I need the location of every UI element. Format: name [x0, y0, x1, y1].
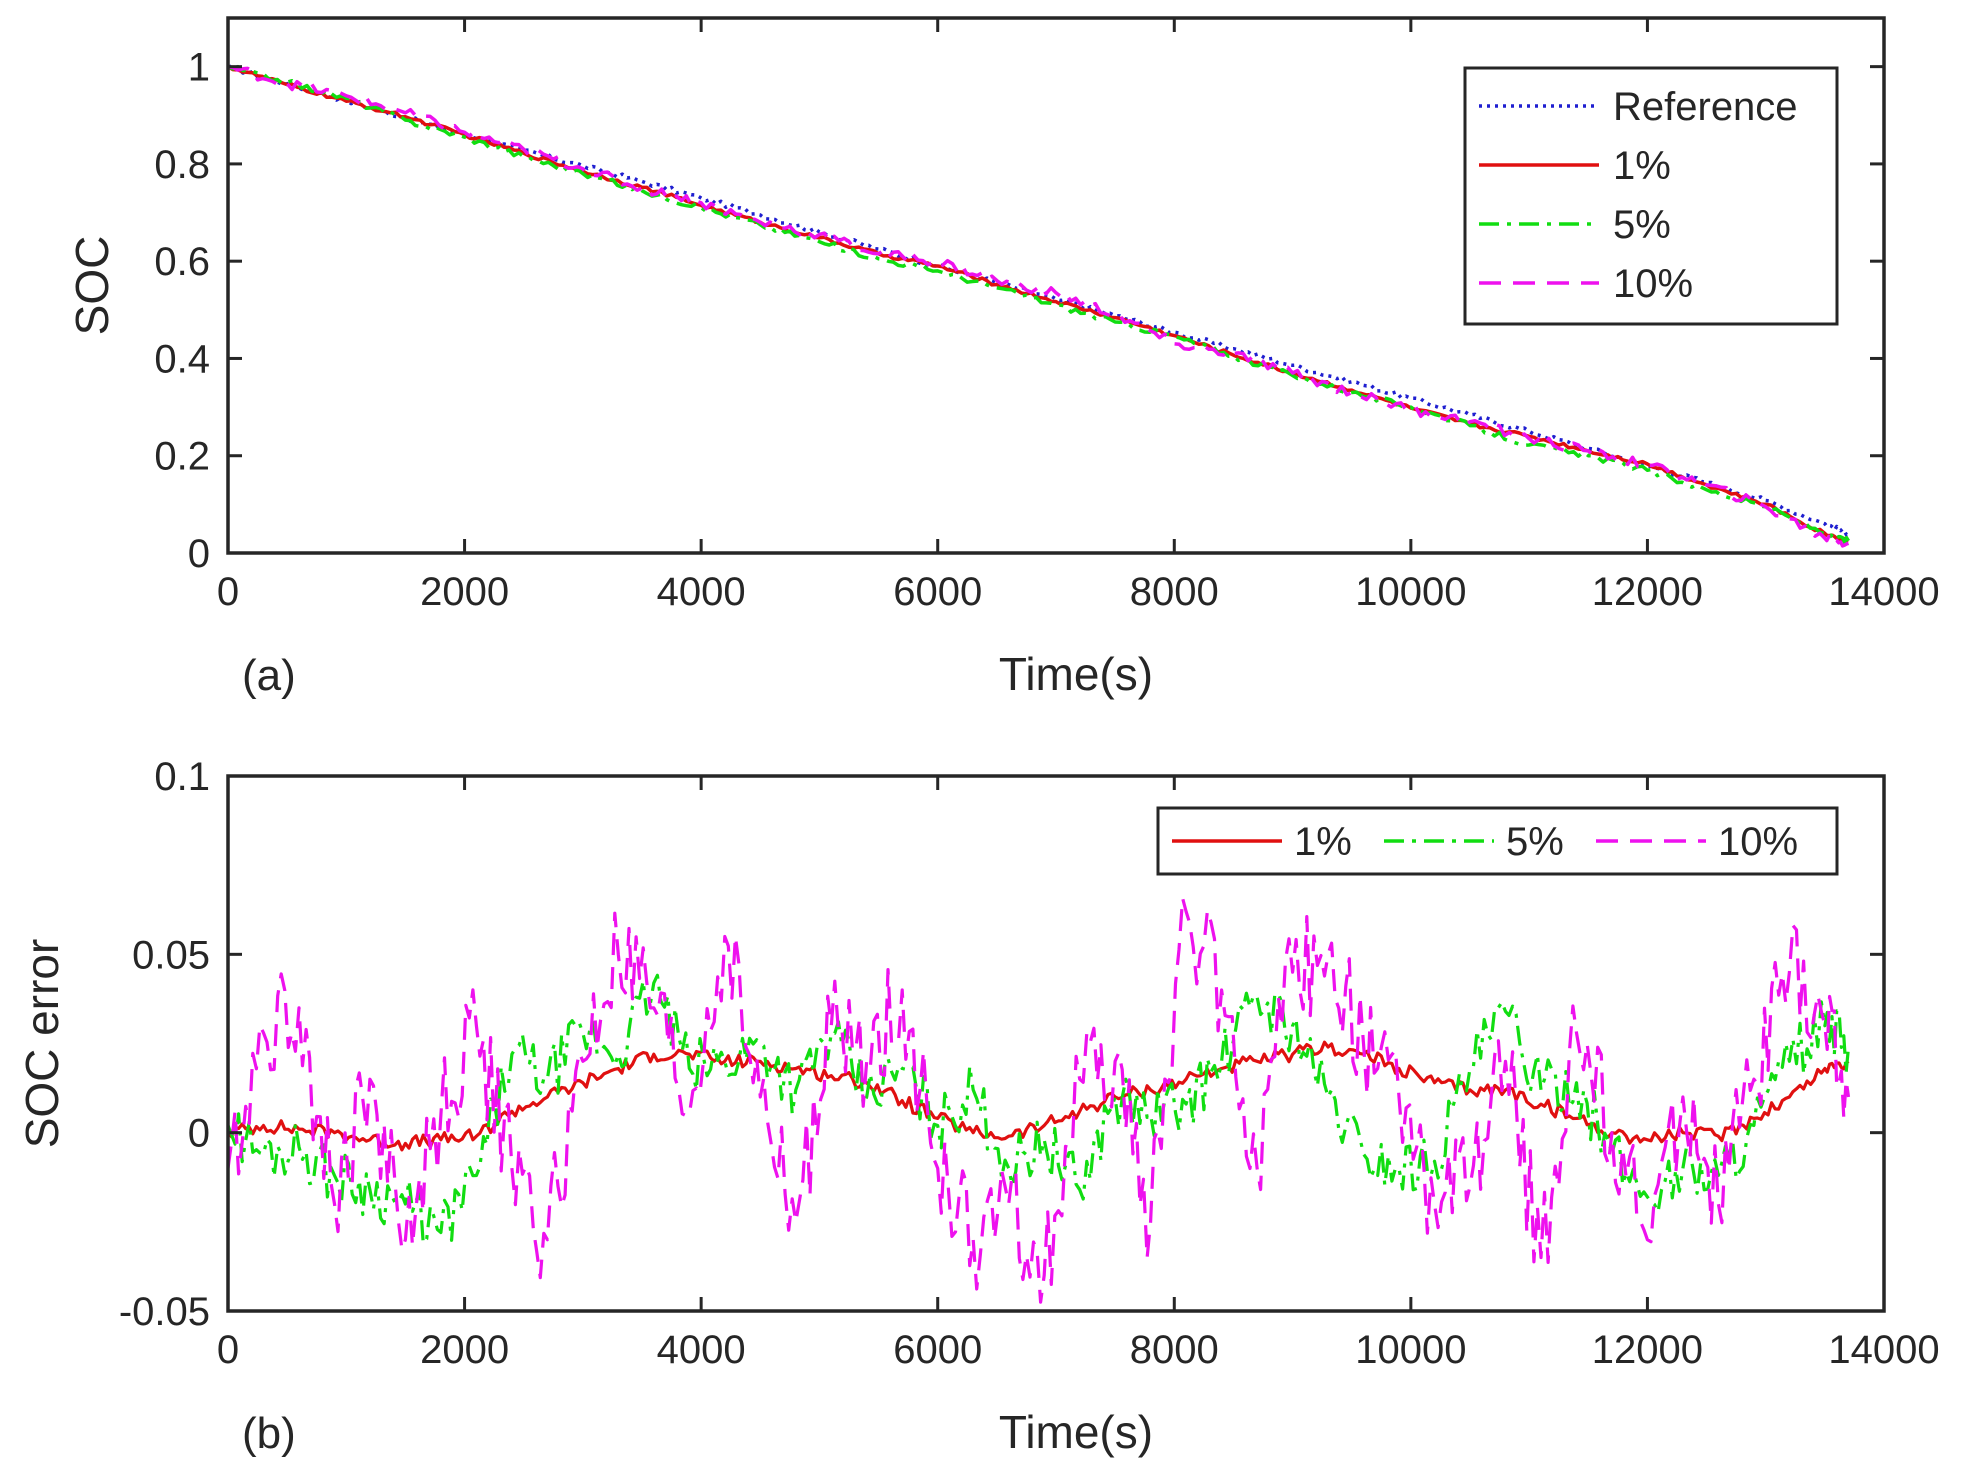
x-tick-label: 14000 [1828, 1328, 1939, 1372]
y-tick-label: 1 [188, 46, 210, 90]
legend: Reference 1% 5% 10% [1463, 66, 1839, 326]
x-tick-label: 6000 [893, 570, 982, 614]
x-tick-label: 10000 [1355, 1328, 1466, 1372]
x-tick-label: 4000 [657, 570, 746, 614]
series-group [228, 64, 1850, 548]
y-tick-label: 0 [188, 532, 210, 576]
series-line-5pct [228, 973, 1851, 1245]
y-tick-label: 0.8 [154, 143, 210, 187]
series-line-1pct [228, 65, 1849, 543]
plot-frame [226, 16, 1886, 555]
panel-label: (a) [242, 651, 296, 700]
x-tick-label: 0 [217, 1328, 239, 1372]
legend: 1% 5% 10% [1156, 806, 1839, 876]
y-tick-label: 0.1 [154, 755, 210, 799]
y-tick-label: 0.2 [154, 435, 210, 479]
x-tick-label: 2000 [420, 1328, 509, 1372]
plot-frame [226, 774, 1886, 1313]
x-axis-title: Time(s) [999, 1406, 1153, 1458]
legend-label: 5% [1613, 203, 1671, 247]
series-group [228, 896, 1851, 1304]
y-tick-label: 0.4 [154, 337, 210, 381]
legend-label: Reference [1613, 85, 1798, 129]
legend-label: 10% [1718, 820, 1798, 864]
legend-label: 10% [1613, 262, 1693, 306]
y-tick-label: 0.6 [154, 240, 210, 284]
x-tick-label: 12000 [1592, 570, 1703, 614]
x-tick-label: 8000 [1130, 570, 1219, 614]
x-tick-label: 0 [217, 570, 239, 614]
y-tick-label: -0.05 [119, 1290, 210, 1334]
y-axis-title: SOC [66, 236, 118, 336]
legend-label: 1% [1294, 820, 1352, 864]
x-tick-label: 14000 [1828, 570, 1939, 614]
series-line-10pct [228, 64, 1850, 548]
series-line-10pct [228, 896, 1851, 1304]
x-tick-label: 4000 [657, 1328, 746, 1372]
y-tick-label: 0 [188, 1112, 210, 1156]
soc-chart: 0 2000 4000 6000 8000 10000 12000 14000 0 0.2 0.4 0… [66, 16, 1940, 700]
x-tick-label: 8000 [1130, 1328, 1219, 1372]
y-axis-title: SOC error [16, 939, 68, 1149]
panel-label: (b) [242, 1409, 296, 1458]
series-line-reference [228, 64, 1850, 537]
x-tick-label: 12000 [1592, 1328, 1703, 1372]
legend-label: 5% [1506, 820, 1564, 864]
soc-error-chart: 0 2000 4000 6000 8000 10000 12000 14000-0.0500.… [16, 755, 1940, 1458]
x-axis-title: Time(s) [999, 648, 1153, 700]
x-tick-label: 2000 [420, 570, 509, 614]
x-tick-label: 10000 [1355, 570, 1466, 614]
x-tick-label: 6000 [893, 1328, 982, 1372]
y-tick-label: 0.05 [132, 933, 210, 977]
legend-label: 1% [1613, 144, 1671, 188]
